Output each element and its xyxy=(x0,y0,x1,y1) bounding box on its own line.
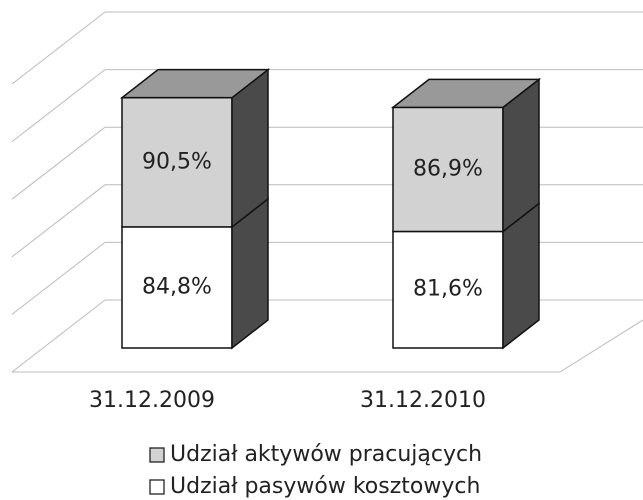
floor-edge xyxy=(559,319,643,373)
bar-top xyxy=(390,78,542,109)
legend-label: Udział pasywów kosztowych xyxy=(170,474,480,499)
bar-segment xyxy=(121,226,233,349)
grid-line xyxy=(11,184,106,258)
bar-segment xyxy=(392,230,504,349)
grid-line xyxy=(11,126,106,200)
legend-label: Udział aktywów pracujących xyxy=(170,442,482,467)
grid-line xyxy=(11,69,106,142)
x-tick-label: 31.12.2009 xyxy=(89,388,215,413)
legend-swatch xyxy=(149,447,165,463)
value-label: 84,8% xyxy=(142,274,212,299)
bar-segment xyxy=(392,106,504,233)
legend-swatch xyxy=(149,479,165,495)
value-label: 90,5% xyxy=(142,149,212,174)
value-label: 81,6% xyxy=(413,277,483,302)
value-label: 86,9% xyxy=(413,156,483,181)
grid-line xyxy=(11,242,106,315)
grid-line xyxy=(11,299,106,373)
x-tick-label: 31.12.2010 xyxy=(360,388,486,413)
bar-top xyxy=(119,68,271,99)
grid-line xyxy=(11,11,106,85)
